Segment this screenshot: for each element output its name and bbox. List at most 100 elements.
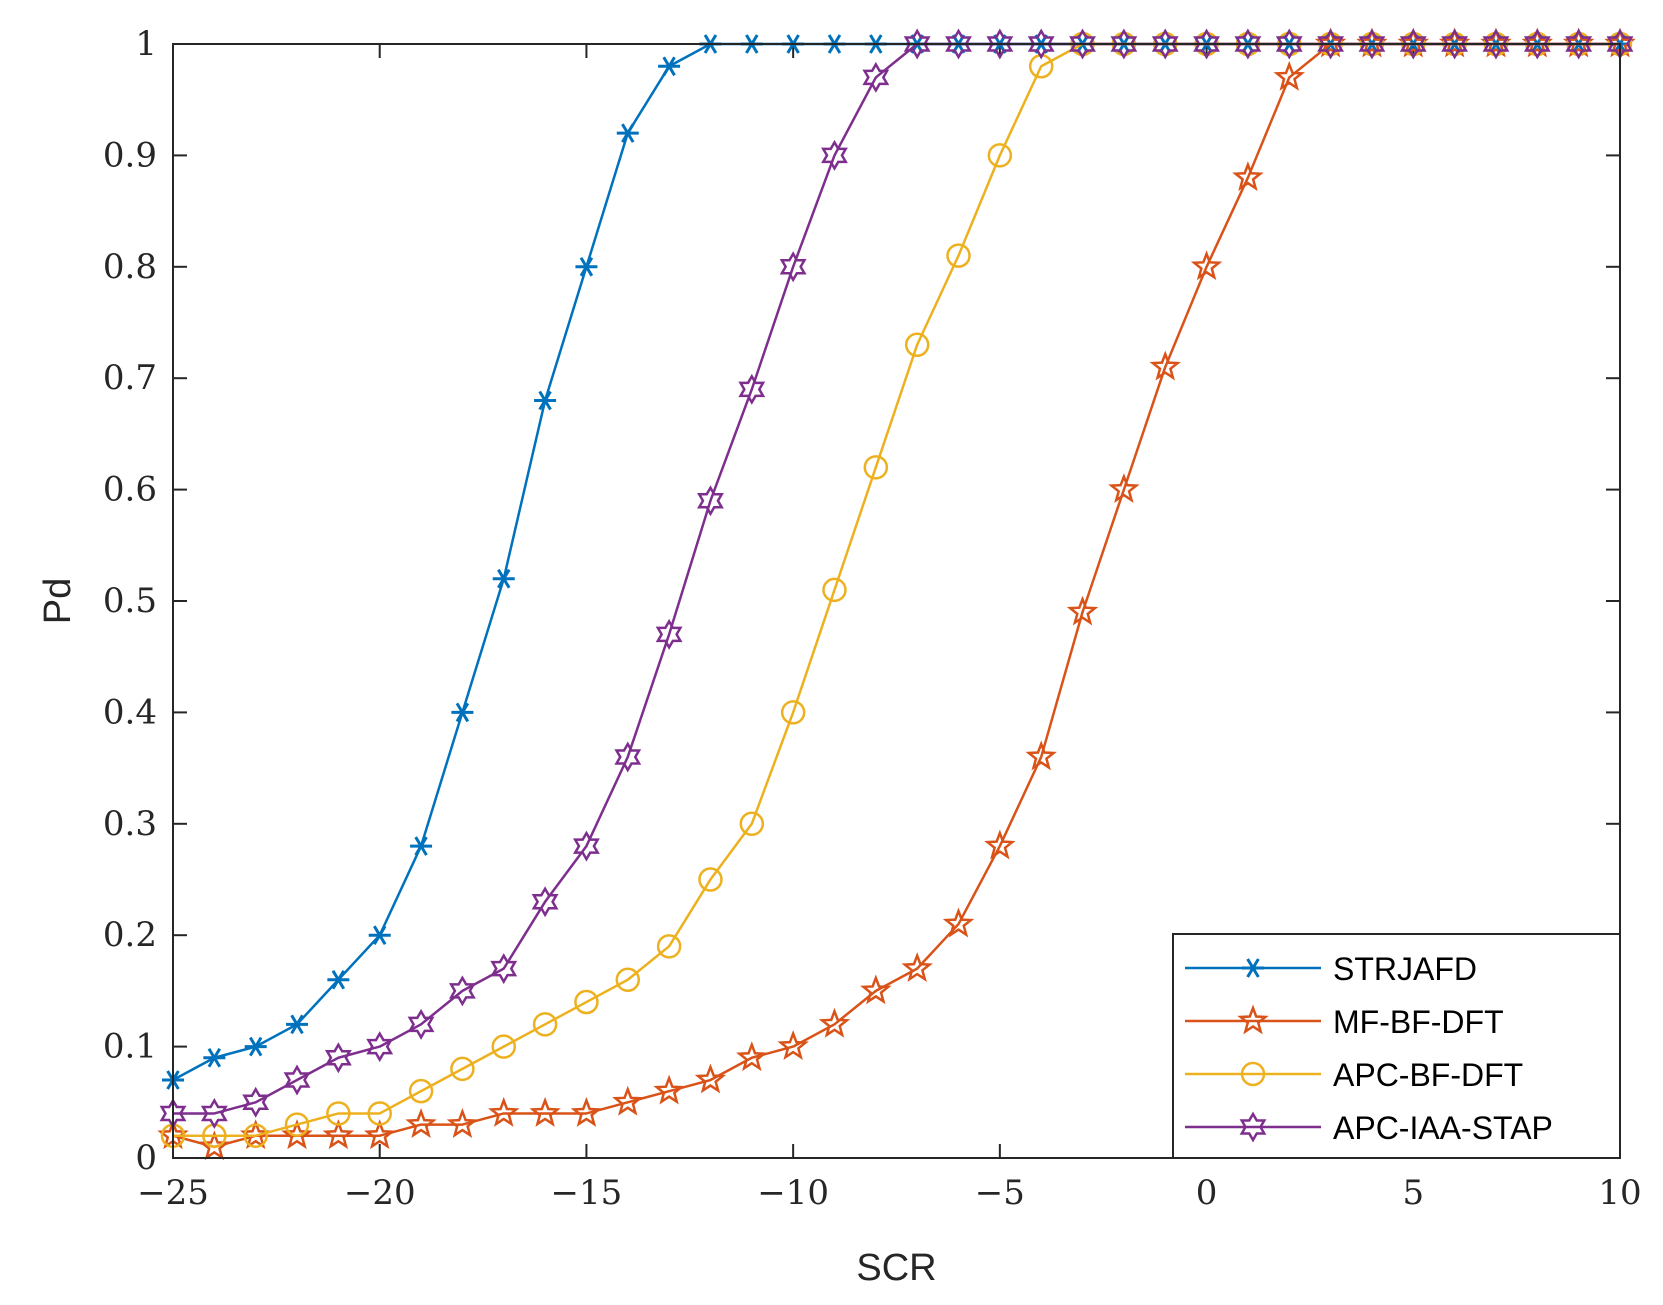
data-point <box>822 577 847 603</box>
data-point <box>698 867 723 892</box>
data-point <box>326 1101 351 1126</box>
data-point <box>1069 28 1096 60</box>
data-point <box>1273 60 1305 91</box>
data-point <box>573 830 600 862</box>
legend-item: APC-BF-DFT <box>1185 1057 1523 1093</box>
data-point <box>570 1096 603 1127</box>
data-point <box>575 257 598 277</box>
data-point <box>1193 28 1220 60</box>
legend-label: APC-BF-DFT <box>1333 1057 1523 1093</box>
data-point <box>1151 28 1179 60</box>
legend-item: STRJAFD <box>1185 951 1477 987</box>
data-point <box>1523 28 1551 60</box>
data-point <box>408 1078 434 1104</box>
x-tick-label: −5 <box>975 1173 1025 1213</box>
data-point <box>534 390 557 411</box>
x-axis-label: SCR <box>856 1247 936 1289</box>
data-point <box>529 1096 561 1127</box>
data-point <box>901 952 933 983</box>
legend: STRJAFD MF-BF-DFT APC-BF-DFT APC-IAA-STAP <box>1172 933 1621 1159</box>
data-point <box>1108 473 1140 503</box>
data-point <box>615 967 641 993</box>
data-point <box>446 1108 479 1138</box>
data-point <box>203 1047 226 1068</box>
data-point <box>1190 250 1223 281</box>
data-point <box>1149 350 1181 381</box>
data-point <box>658 56 681 77</box>
data-point <box>410 836 433 856</box>
data-point <box>945 28 972 60</box>
data-point <box>616 123 639 143</box>
data-point <box>612 1085 644 1116</box>
data-point <box>1027 28 1055 60</box>
data-point <box>1358 28 1386 60</box>
data-point <box>987 143 1013 168</box>
data-point <box>736 1041 768 1072</box>
data-point <box>451 702 474 723</box>
data-point <box>780 700 806 725</box>
x-tick-label: −15 <box>551 1173 623 1213</box>
y-tick-label: 0.3 <box>103 804 157 844</box>
data-point <box>1482 28 1510 60</box>
y-tick-label: 1 <box>135 24 157 64</box>
data-point <box>200 1097 228 1129</box>
y-tick-label: 0.2 <box>103 915 157 955</box>
data-point <box>984 829 1016 860</box>
data-point <box>366 1031 394 1063</box>
y-tick-label: 0.7 <box>103 358 157 398</box>
y-tick-label: 0.1 <box>103 1027 157 1067</box>
x-tick-label: 0 <box>1196 1173 1218 1213</box>
x-tick-label: −25 <box>137 1173 209 1213</box>
legend-label: APC-IAA-STAP <box>1333 1110 1553 1146</box>
data-point <box>1025 740 1057 771</box>
data-point <box>904 332 930 358</box>
data-point <box>655 618 683 650</box>
legend-item: APC-IAA-STAP <box>1185 1110 1553 1146</box>
data-point <box>862 61 890 93</box>
data-point <box>903 28 931 60</box>
y-tick-labels: 0 0.1 0.2 0.3 0.4 0.5 0.6 0.7 0.8 0.9 1 <box>103 24 157 1178</box>
legend-marker <box>1239 1111 1267 1143</box>
data-point <box>1317 28 1345 60</box>
data-point <box>284 1112 310 1137</box>
x-tick-label: −20 <box>344 1173 416 1213</box>
data-point <box>1110 28 1138 60</box>
data-point <box>448 975 476 1007</box>
data-point <box>694 1063 727 1094</box>
x-tick-label: 5 <box>1402 1173 1424 1213</box>
data-point <box>614 741 642 773</box>
data-point <box>1441 28 1469 60</box>
data-point <box>368 925 391 945</box>
data-point <box>860 974 892 1005</box>
y-tick-label: 0.9 <box>103 135 157 175</box>
data-point <box>531 886 559 918</box>
legend-marker <box>1242 958 1264 978</box>
data-point <box>777 1030 809 1060</box>
data-point <box>324 1042 352 1074</box>
data-point <box>1232 161 1264 192</box>
data-point <box>1565 28 1593 60</box>
data-point <box>283 1064 311 1096</box>
data-point <box>739 811 765 837</box>
data-point <box>488 1096 520 1127</box>
data-point <box>946 243 971 268</box>
data-point <box>322 1119 355 1150</box>
legend-marker <box>1240 1061 1266 1087</box>
y-tick-label: 0.4 <box>103 692 157 732</box>
data-point <box>363 1119 396 1150</box>
data-point <box>818 1007 851 1038</box>
data-point <box>697 485 724 517</box>
y-tick-label: 0 <box>135 1138 157 1178</box>
data-point <box>821 139 848 171</box>
legend-label: STRJAFD <box>1333 951 1477 987</box>
data-point <box>863 455 889 480</box>
data-point <box>450 1056 475 1082</box>
data-point <box>243 1123 268 1148</box>
data-point <box>367 1101 392 1126</box>
legend-item: MF-BF-DFT <box>1185 1004 1504 1040</box>
legend-marker <box>1237 1004 1269 1035</box>
data-point <box>490 953 518 985</box>
axes-box <box>172 43 1621 1159</box>
data-point <box>986 28 1014 60</box>
y-tick-label: 0.8 <box>103 247 157 287</box>
